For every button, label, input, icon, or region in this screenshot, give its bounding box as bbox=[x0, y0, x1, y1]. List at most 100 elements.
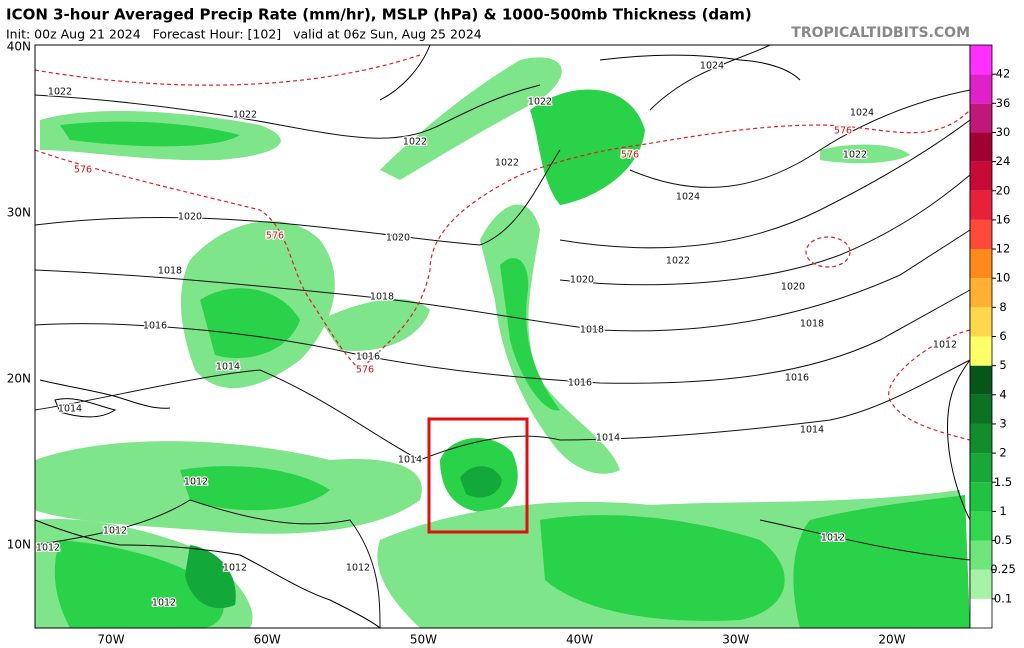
thickness-label: 576 bbox=[834, 126, 852, 137]
isobar-label: 1022 bbox=[495, 158, 519, 169]
colorbar-label: 16 bbox=[996, 212, 1011, 226]
precip-area bbox=[200, 288, 300, 359]
isobar-label: 1016 bbox=[785, 373, 809, 384]
isobar-label: 1016 bbox=[356, 352, 380, 363]
precip-area bbox=[793, 495, 970, 628]
precip-area bbox=[500, 258, 560, 411]
subtitle: Init: 00z Aug 21 2024 Forecast Hour: [10… bbox=[6, 27, 482, 42]
color-segment bbox=[970, 482, 992, 512]
thickness-lines bbox=[34, 54, 971, 441]
lat-label: 20N bbox=[7, 372, 31, 386]
lon-label: 70W bbox=[97, 633, 124, 647]
isobar-label: 1012 bbox=[346, 563, 370, 574]
isobar bbox=[34, 499, 381, 629]
thickness-label: 576 bbox=[266, 231, 284, 242]
color-segment bbox=[970, 132, 992, 162]
isobar-label: 1024 bbox=[676, 192, 700, 203]
precip-area bbox=[54, 540, 224, 628]
title: ICON 3-hour Averaged Precip Rate (mm/hr)… bbox=[6, 6, 752, 24]
color-segment bbox=[970, 190, 992, 220]
thickness-line bbox=[34, 109, 971, 371]
isobar-label: 1018 bbox=[158, 266, 182, 277]
isobar bbox=[34, 289, 971, 384]
precip-area bbox=[820, 144, 910, 164]
lon-label: 30W bbox=[722, 633, 749, 647]
coastlines bbox=[34, 44, 971, 629]
isobar-label: 1014 bbox=[596, 433, 620, 444]
precip-area bbox=[320, 299, 430, 351]
thickness-line bbox=[34, 54, 421, 86]
lon-label: 60W bbox=[254, 633, 281, 647]
lon-label: 40W bbox=[566, 633, 593, 647]
color-segment bbox=[970, 219, 992, 250]
coastline bbox=[34, 519, 381, 629]
isobars bbox=[34, 44, 971, 629]
color-segment bbox=[970, 365, 992, 395]
thickness-label: 576 bbox=[621, 150, 639, 161]
isobar bbox=[34, 229, 971, 332]
isobar-label: 1016 bbox=[568, 378, 592, 389]
colorbar-label: 1 bbox=[999, 504, 1006, 518]
isobar-label: 1012 bbox=[223, 563, 247, 574]
isobar-label: 1022 bbox=[843, 150, 867, 161]
coastline bbox=[39, 379, 171, 409]
coastline bbox=[379, 44, 431, 101]
isobar-label: 1022 bbox=[666, 256, 690, 267]
isobar-label: 1020 bbox=[781, 282, 805, 293]
isobar-label: 1018 bbox=[800, 319, 824, 330]
coastline bbox=[946, 359, 971, 521]
isobar-label: 1022 bbox=[403, 137, 427, 148]
color-segment bbox=[970, 540, 992, 570]
precip-area bbox=[185, 545, 236, 609]
color-segment bbox=[970, 45, 992, 75]
color-segment bbox=[970, 598, 992, 628]
isobar-label: 1020 bbox=[386, 233, 410, 244]
color-segment bbox=[970, 394, 992, 424]
isobar bbox=[34, 149, 561, 246]
isobar bbox=[559, 119, 971, 249]
lat-label: 40N bbox=[7, 40, 31, 54]
colorbar-label: 0.5 bbox=[994, 533, 1012, 547]
isobar bbox=[559, 174, 971, 286]
lat-label: 30N bbox=[7, 206, 31, 220]
isobar-label: 1022 bbox=[233, 110, 257, 121]
colorbar-label: 3 bbox=[999, 416, 1006, 430]
isobar-label: 1020 bbox=[570, 275, 594, 286]
colorbar-label: 0.1 bbox=[994, 591, 1012, 605]
isobar-label: 1012 bbox=[184, 477, 208, 488]
colorbar-label: 0.25 bbox=[990, 562, 1016, 576]
isobar-label: 1012 bbox=[36, 543, 60, 554]
precip-area bbox=[530, 89, 645, 205]
colorbar-label: 10 bbox=[996, 271, 1011, 285]
isobar bbox=[649, 44, 771, 111]
colorbar-label: 8 bbox=[999, 300, 1006, 314]
thickness-line bbox=[888, 329, 971, 441]
isobar bbox=[34, 84, 541, 139]
precip-area bbox=[460, 466, 502, 498]
coastline bbox=[599, 54, 801, 81]
lat-label: 10N bbox=[7, 538, 31, 552]
color-segment bbox=[970, 569, 992, 599]
precipitation bbox=[35, 57, 971, 628]
thickness-label: 576 bbox=[74, 165, 92, 176]
site-name: TROPICALTIDBITS.COM bbox=[791, 25, 970, 41]
colorbar-label: 6 bbox=[999, 329, 1006, 343]
colorbar-label: 1.5 bbox=[994, 475, 1012, 489]
color-segment bbox=[970, 161, 992, 191]
isobar bbox=[629, 89, 971, 188]
precip-area bbox=[180, 466, 330, 511]
color-segment bbox=[970, 249, 992, 279]
isobar bbox=[34, 359, 971, 461]
isobar-label: 1012 bbox=[152, 598, 176, 609]
colorbar-label: 12 bbox=[996, 242, 1011, 256]
lon-label: 50W bbox=[410, 633, 437, 647]
colorbar: 0.1 0.25 0.5 1 1.5 2 3 4 5 6 8 10 12 16 20 24 30 36 42 bbox=[969, 44, 1016, 629]
colorbar-label: 30 bbox=[996, 125, 1011, 139]
precip-area bbox=[540, 515, 785, 621]
color-segment bbox=[970, 336, 992, 366]
colorbar-label: 20 bbox=[996, 183, 1011, 197]
color-segment bbox=[970, 453, 992, 483]
colorbar-label: 5 bbox=[999, 358, 1006, 372]
isobar-label: 1014 bbox=[216, 362, 240, 373]
